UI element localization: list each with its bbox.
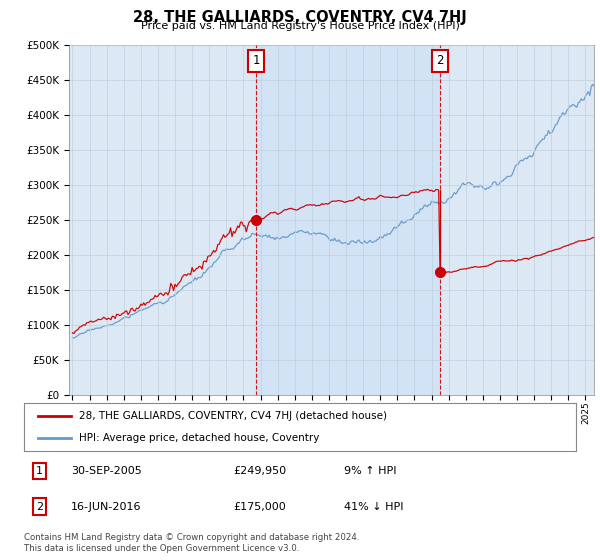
Text: £175,000: £175,000 (234, 502, 287, 511)
Text: 30-SEP-2005: 30-SEP-2005 (71, 466, 142, 476)
Text: 9% ↑ HPI: 9% ↑ HPI (344, 466, 397, 476)
Text: 28, THE GALLIARDS, COVENTRY, CV4 7HJ: 28, THE GALLIARDS, COVENTRY, CV4 7HJ (133, 10, 467, 25)
Text: 1: 1 (36, 466, 43, 476)
Text: 16-JUN-2016: 16-JUN-2016 (71, 502, 142, 511)
Text: Price paid vs. HM Land Registry's House Price Index (HPI): Price paid vs. HM Land Registry's House … (140, 21, 460, 31)
Text: 2: 2 (436, 54, 444, 67)
Text: 28, THE GALLIARDS, COVENTRY, CV4 7HJ (detached house): 28, THE GALLIARDS, COVENTRY, CV4 7HJ (de… (79, 411, 387, 421)
Text: 2: 2 (36, 502, 43, 511)
Text: 1: 1 (253, 54, 260, 67)
Text: 41% ↓ HPI: 41% ↓ HPI (344, 502, 404, 511)
Bar (256, 45, 440, 395)
Text: £249,950: £249,950 (234, 466, 287, 476)
Text: HPI: Average price, detached house, Coventry: HPI: Average price, detached house, Cove… (79, 433, 320, 443)
Text: Contains HM Land Registry data © Crown copyright and database right 2024.
This d: Contains HM Land Registry data © Crown c… (24, 533, 359, 553)
